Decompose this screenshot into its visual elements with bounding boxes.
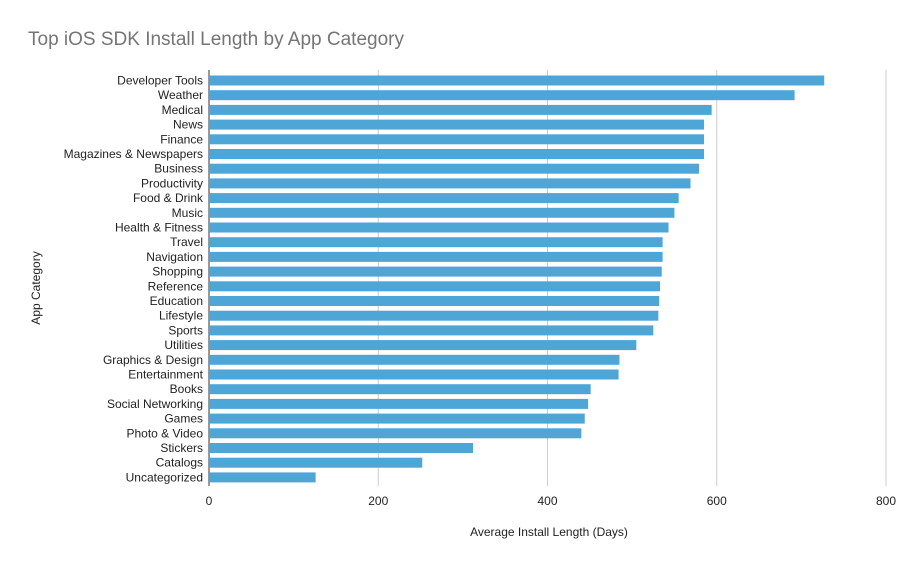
bar — [209, 149, 705, 159]
bar — [209, 384, 591, 395]
category-label: Travel — [170, 235, 203, 249]
bar — [209, 428, 582, 439]
bar — [209, 222, 669, 233]
category-label: Finance — [160, 132, 203, 146]
category-label: Uncategorized — [126, 470, 203, 484]
category-label: Food & Drink — [133, 191, 204, 205]
bar — [209, 237, 663, 248]
category-label: Navigation — [146, 250, 203, 264]
x-tick-label: 600 — [707, 494, 727, 508]
bar — [209, 325, 654, 336]
category-label: Social Networking — [107, 397, 203, 411]
category-label: Shopping — [152, 265, 203, 279]
bar — [209, 90, 795, 101]
bar — [209, 193, 679, 204]
bar — [209, 119, 705, 130]
bar — [209, 354, 620, 365]
category-label: Entertainment — [128, 368, 203, 382]
bars — [209, 75, 825, 483]
x-tick-labels: 0 200 400 600 800 — [206, 494, 897, 508]
bar — [209, 104, 712, 115]
category-label: Photo & Video — [126, 426, 203, 440]
bar — [209, 163, 699, 174]
bar — [209, 310, 659, 321]
bar — [209, 178, 691, 189]
bar — [209, 398, 589, 409]
category-labels: Developer ToolsWeatherMedicalNewsFinance… — [64, 74, 204, 485]
bar — [209, 266, 662, 277]
category-label: Sports — [168, 323, 203, 337]
category-label: Stickers — [160, 441, 203, 455]
bar — [209, 413, 585, 424]
bar — [209, 443, 474, 453]
category-label: Utilities — [164, 338, 203, 352]
category-label: Graphics & Design — [103, 353, 203, 367]
chart-title: Top iOS SDK Install Length by App Catego… — [28, 29, 404, 50]
category-label: Lifestyle — [159, 309, 203, 323]
x-tick-label: 400 — [537, 494, 557, 508]
category-label: Education — [150, 294, 203, 308]
x-axis-title: Average Install Length (Days) — [470, 525, 628, 539]
category-label: Productivity — [141, 176, 203, 190]
bar — [209, 75, 825, 86]
category-label: Reference — [148, 279, 204, 293]
x-tick-label: 200 — [368, 494, 388, 508]
bar — [209, 207, 675, 218]
bar — [209, 134, 705, 145]
x-tick-label: 0 — [206, 494, 213, 508]
bar — [209, 251, 663, 262]
bar — [209, 296, 660, 306]
bar — [209, 281, 661, 292]
bar — [209, 340, 637, 351]
x-tick-label: 800 — [876, 494, 896, 508]
category-label: Music — [172, 206, 203, 220]
category-label: Catalogs — [156, 456, 203, 470]
bar — [209, 457, 423, 468]
category-label: Health & Fitness — [115, 221, 203, 235]
category-label: Business — [154, 162, 203, 176]
category-label: News — [173, 118, 203, 132]
bar — [209, 472, 316, 483]
category-label: Games — [164, 412, 203, 426]
category-label: Medical — [162, 103, 203, 117]
y-axis-title: App Category — [29, 251, 43, 324]
category-label: Books — [170, 382, 203, 396]
category-label: Magazines & Newspapers — [64, 147, 203, 161]
category-label: Weather — [158, 88, 203, 102]
bar — [209, 369, 619, 380]
category-label: Developer Tools — [117, 74, 203, 88]
